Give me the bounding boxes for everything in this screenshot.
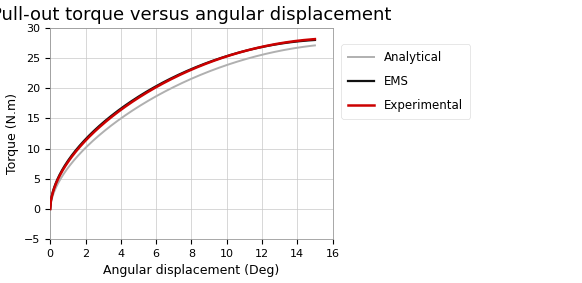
EMS xyxy=(133,96,140,100)
Experimental xyxy=(47,207,54,211)
EMS xyxy=(238,50,245,53)
EMS xyxy=(311,38,318,42)
Line: Analytical: Analytical xyxy=(50,45,315,209)
EMS xyxy=(79,141,86,145)
Experimental xyxy=(238,50,245,54)
Legend: Analytical, EMS, Experimental: Analytical, EMS, Experimental xyxy=(341,44,470,119)
Analytical xyxy=(238,59,245,62)
EMS xyxy=(213,58,220,61)
Line: Experimental: Experimental xyxy=(50,39,315,209)
Experimental xyxy=(239,50,246,53)
Experimental xyxy=(133,97,140,101)
EMS xyxy=(239,50,246,53)
Experimental xyxy=(311,37,318,41)
Analytical xyxy=(213,67,220,70)
Analytical xyxy=(151,95,158,98)
Experimental xyxy=(79,143,86,146)
Analytical xyxy=(311,44,318,47)
EMS xyxy=(47,207,54,211)
Title: Pull-out torque versus angular displacement: Pull-out torque versus angular displacem… xyxy=(0,6,392,23)
Analytical xyxy=(239,58,246,62)
X-axis label: Angular displacement (Deg): Angular displacement (Deg) xyxy=(103,264,279,277)
EMS xyxy=(151,85,158,89)
Experimental xyxy=(213,58,220,61)
Analytical xyxy=(79,150,86,153)
Analytical xyxy=(47,207,54,211)
Analytical xyxy=(133,106,140,110)
Experimental xyxy=(151,86,158,89)
Line: EMS: EMS xyxy=(50,40,315,209)
Y-axis label: Torque (N.m): Torque (N.m) xyxy=(6,93,19,174)
